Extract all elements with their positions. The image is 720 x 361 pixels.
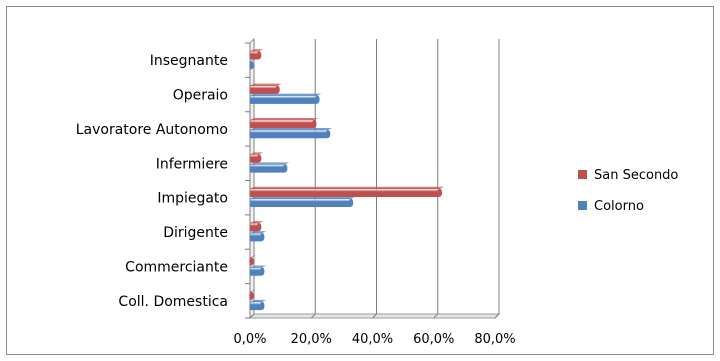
bar-top-face	[250, 196, 356, 199]
bar-top-face	[250, 59, 256, 62]
category-label: Infermiere	[156, 156, 228, 172]
category-label: Impiegato	[157, 191, 228, 207]
category-label: Dirigente	[163, 225, 228, 241]
bar-top-face	[250, 49, 264, 52]
bar-end-cap	[348, 198, 354, 207]
x-tick-label: 80,0%	[474, 332, 515, 347]
bar-top-face	[250, 289, 256, 292]
bar-end-cap	[283, 164, 288, 173]
bar[interactable]	[249, 198, 352, 207]
bar-end-cap	[312, 119, 317, 128]
bar[interactable]	[249, 85, 278, 94]
legend-label: Colorno	[594, 199, 644, 214]
gridline-floor	[494, 313, 500, 319]
bar-top-face	[250, 93, 322, 96]
bar-end-cap	[315, 95, 320, 104]
bar-top-face	[250, 162, 290, 165]
bar-top-face	[250, 117, 319, 120]
gridline-floor	[433, 313, 439, 319]
category-label: Coll. Domestica	[118, 294, 228, 310]
bar[interactable]	[249, 129, 329, 139]
bar-top-face	[250, 221, 264, 224]
legend-label: San Secondo	[594, 168, 678, 183]
legend-swatch	[578, 201, 587, 210]
category-label: Operaio	[173, 88, 228, 104]
bar-end-cap	[260, 301, 265, 310]
bar-end-cap	[256, 51, 262, 60]
bar-top-face	[250, 255, 256, 258]
bar-top-face	[250, 127, 333, 130]
bar[interactable]	[249, 119, 315, 129]
bar-end-cap	[249, 291, 254, 300]
category-label: Insegnante	[150, 53, 228, 69]
bar-end-cap	[256, 154, 262, 163]
bar[interactable]	[249, 164, 286, 173]
bar-end-cap	[249, 61, 254, 70]
bar-end-cap	[260, 267, 265, 276]
bar-top-face	[250, 299, 267, 302]
bar-top-face	[250, 83, 282, 86]
bar-top-face	[250, 186, 444, 189]
gridline-floor	[310, 313, 316, 319]
x-tick-label: 60,0%	[413, 332, 454, 347]
gridline-floor	[249, 313, 255, 319]
chart-frame	[6, 6, 714, 355]
x-tick-label: 0,0%	[233, 332, 266, 347]
x-tick-label: 20,0%	[291, 332, 332, 347]
bar-end-cap	[260, 233, 265, 242]
bar-end-cap	[437, 188, 443, 197]
bar-end-cap	[249, 257, 254, 266]
legend-swatch	[578, 170, 587, 179]
bar[interactable]	[249, 188, 441, 197]
bar-end-cap	[275, 85, 280, 94]
gridline-floor	[372, 313, 377, 319]
bar-end-cap	[325, 129, 331, 138]
category-label: Commerciante	[125, 259, 228, 275]
category-label: Lavoratore Autonomo	[76, 122, 228, 138]
bar[interactable]	[249, 95, 318, 104]
plot-side-wall	[249, 37, 255, 320]
bar-end-cap	[256, 223, 262, 232]
bar-top-face	[250, 152, 264, 155]
bar-top-face	[250, 231, 267, 234]
x-tick-label: 40,0%	[352, 332, 393, 347]
bar-top-face	[250, 265, 267, 268]
